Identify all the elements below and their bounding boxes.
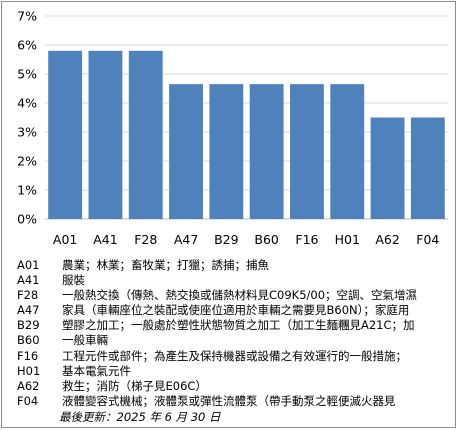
legend-description: 服裝 xyxy=(62,273,85,288)
x-tick-label: H01 xyxy=(335,232,360,247)
legend-row: F16 工程元件或部件；為產生及保持機器或設備之有效運行的一般措施； xyxy=(17,349,453,364)
legend-description: 液體變容式機械；液體泵或彈性流體泵（帶手動泵之輕便滅火器見 xyxy=(62,393,396,408)
x-tick-label: F04 xyxy=(416,232,439,247)
legend-description: 農業；林業；畜牧業；打獵；誘捕；捕魚 xyxy=(62,258,269,272)
x-tick-label: A62 xyxy=(375,232,399,247)
y-tick-label: 2% xyxy=(17,154,37,169)
legend-row: A62 救生；消防（梯子見E06C） xyxy=(17,379,453,394)
x-tick-label: A47 xyxy=(174,232,198,247)
legend-row: H01 基本電氣元件 xyxy=(17,364,453,379)
y-tick-label: 3% xyxy=(17,125,37,140)
legend-code: F28 xyxy=(17,288,39,303)
legend-code: F16 xyxy=(17,348,39,363)
legend-code: B60 xyxy=(17,333,40,348)
legend-row: B60 一般車輛 xyxy=(17,333,453,348)
bar-a47 xyxy=(169,84,203,220)
y-tick-label: 0% xyxy=(17,212,37,227)
bar-f04 xyxy=(410,117,445,219)
legend-code: A41 xyxy=(17,273,40,288)
x-tick-label: B29 xyxy=(214,232,239,247)
bar-f28 xyxy=(128,50,163,219)
legend-code: B29 xyxy=(17,318,40,333)
y-tick-label: 4% xyxy=(17,96,37,111)
legend-row: A41 服裝 xyxy=(17,273,453,288)
legend-description: 工程元件或部件；為產生及保持機器或設備之有效運行的一般措施； xyxy=(62,348,407,363)
legend-code: A47 xyxy=(17,303,40,318)
legend-description: 一般車輛 xyxy=(62,333,108,348)
legend-row: B29 塑膠之加工；一般處於塑性狀態物質之加工（加工生麵糰見A21C；加 xyxy=(17,318,453,333)
legend-row: A01 農業；林業；畜牧業；打獵；誘捕；捕魚 xyxy=(17,258,453,273)
legend-row: F28 一般熱交換（傳熱、熱交換或儲熱材料見C09K5/00；空調、空氣增濕 xyxy=(17,288,453,303)
legend-code: A62 xyxy=(17,378,40,393)
y-tick-label: 5% xyxy=(17,67,37,82)
legend-description: 塑膠之加工；一般處於塑性狀態物質之加工（加工生麵糰見A21C；加 xyxy=(62,318,415,333)
x-tick-label: B60 xyxy=(254,232,279,247)
bar-a01 xyxy=(48,50,83,219)
legend: A01 農業；林業；畜牧業；打獵；誘捕；捕魚 A41 服裝 F28 一般熱交換（傳熱、熱交… xyxy=(17,258,453,409)
legend-description: 家具（車輛座位之裝配或使座位適用於車輛之需要見B60N）；家庭用 xyxy=(62,303,410,318)
bar-h01 xyxy=(330,84,365,220)
bar-chart: 0% 1% 2% 3% 4% 5% 6% 7% A01 A41 F28 A47 B29 B60 F16 H01… xyxy=(17,9,448,247)
bar-a62 xyxy=(370,117,405,219)
legend-code: H01 xyxy=(17,363,41,378)
bar-b29 xyxy=(209,84,244,220)
legend-code: F04 xyxy=(17,393,39,408)
last-updated: 最後更新：2025 年 6 月 30 日 xyxy=(59,410,221,424)
bar-b60 xyxy=(249,84,284,220)
legend-row: A47 家具（車輛座位之裝配或使座位適用於車輛之需要見B60N）；家庭用 xyxy=(17,303,453,318)
bar-f16 xyxy=(290,84,324,220)
bar-a41 xyxy=(88,50,123,219)
legend-row: F04 液體變容式機械；液體泵或彈性流體泵（帶手動泵之輕便滅火器見 xyxy=(17,394,453,409)
y-tick-label: 1% xyxy=(17,183,37,198)
x-tick-label: F16 xyxy=(295,232,318,247)
y-tick-label: 6% xyxy=(17,38,37,53)
legend-description: 基本電氣元件 xyxy=(62,363,131,378)
legend-description: 救生；消防（梯子見E06C） xyxy=(62,378,207,393)
legend-description: 一般熱交換（傳熱、熱交換或儲熱材料見C09K5/00；空調、空氣增濕 xyxy=(62,288,418,303)
x-tick-label: A01 xyxy=(53,232,77,247)
legend-code: A01 xyxy=(17,258,40,272)
y-tick-label: 7% xyxy=(17,9,37,24)
x-tick-label: A41 xyxy=(93,232,117,247)
x-tick-label: F28 xyxy=(134,232,157,247)
